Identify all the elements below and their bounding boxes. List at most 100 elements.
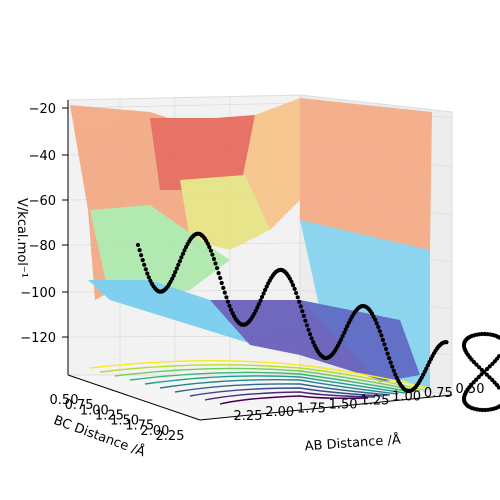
trajectory-point (208, 248, 213, 253)
trajectory-point (146, 275, 151, 280)
trajectory-point (207, 244, 212, 250)
x-axis-label: AB Distance /Å (304, 432, 401, 455)
trajectory-point (176, 262, 181, 267)
trajectory-point (487, 375, 492, 380)
trajectory-point (376, 325, 381, 330)
x-tick-label: 1.00 (392, 390, 421, 405)
trajectory-point (213, 261, 218, 266)
trajectory-point (225, 299, 230, 304)
trajectory-point (143, 267, 148, 272)
trajectory-point (471, 380, 476, 385)
trajectory-point (471, 360, 477, 365)
x-tick-label: 2.25 (234, 409, 263, 424)
trajectory-point (177, 259, 182, 264)
trajectory-point (380, 337, 385, 342)
trajectory-point (170, 276, 175, 281)
trajectory-point (135, 242, 141, 248)
trajectory-point (379, 333, 384, 338)
y-tick-label: 2.25 (156, 429, 185, 444)
z-tick-label: −80 (29, 239, 56, 254)
y-tick-label: 1.00 (80, 403, 109, 418)
trajectory-point (216, 271, 221, 276)
trajectory-point (304, 323, 310, 328)
trajectory-point (145, 271, 150, 276)
trajectory-point (444, 340, 449, 345)
trajectory-point (312, 343, 317, 348)
trajectory-point (424, 366, 429, 371)
trajectory-point (485, 366, 490, 372)
trajectory-point (261, 291, 266, 296)
trajectory-point (289, 279, 294, 284)
y-tick-label: 1.75 (125, 419, 154, 434)
trajectory-point (479, 372, 484, 377)
trajectory-point (311, 340, 316, 345)
trajectory-point (388, 360, 393, 365)
y-tick-labels: 0.500.751.001.251.501.752.002.25 (50, 393, 185, 444)
y-tick-label: 2.00 (140, 424, 169, 439)
surface-green-band (90, 205, 230, 300)
trajectory-point (227, 303, 232, 308)
trajectory-point (205, 241, 210, 246)
z-tick-label: −40 (29, 149, 56, 164)
trajectory-point (385, 351, 390, 356)
trajectory-point (306, 327, 311, 332)
trajectory-point (264, 284, 269, 289)
trajectory (135, 231, 500, 413)
z-tick-label: −60 (29, 194, 56, 209)
z-tick-labels: −20 −40 −60 −80 −100 −120 (20, 102, 68, 346)
z-axis-label: V/kcal.mol⁻¹ (14, 198, 29, 278)
trajectory-point (337, 340, 342, 345)
floor-contours (89, 359, 431, 405)
trajectory-point (173, 270, 178, 275)
trajectory-point (255, 305, 260, 310)
trajectory-point (292, 286, 297, 291)
trajectory-point (228, 307, 234, 312)
trajectory-point (371, 314, 376, 319)
x-tick-label: 0.75 (424, 386, 453, 401)
x-axis: 2.25 2.00 1.75 1.50 1.25 1.00 0.75 0.50 AB Dist… (199, 382, 485, 455)
trajectory-point (301, 313, 306, 318)
trajectory-point (421, 372, 426, 377)
trajectory-point (345, 324, 350, 329)
trajectory-point (211, 256, 217, 262)
trajectory-point (339, 337, 344, 342)
trajectory-point (340, 334, 345, 339)
z-tick-label: −120 (20, 331, 56, 346)
trajectory-point (387, 356, 392, 361)
x-tick-label: 1.25 (360, 394, 389, 409)
trajectory-point (180, 251, 186, 256)
trajectory-point (382, 342, 387, 347)
trajectory-point (210, 252, 215, 257)
trajectory-point (496, 385, 500, 390)
trajectory-point (309, 336, 314, 341)
z-tick-label: −100 (20, 286, 56, 301)
trajectory-point (346, 320, 351, 325)
trajectory-point (171, 273, 176, 278)
trajectory-point (477, 365, 482, 370)
x-tick-label: 1.50 (329, 397, 358, 412)
trajectory-point (224, 295, 229, 300)
z-tick-label: −20 (29, 102, 56, 117)
trajectory-point (391, 368, 396, 373)
trajectory-point (258, 298, 263, 303)
trajectory-point (222, 290, 227, 295)
trajectory-point (342, 330, 347, 335)
trajectory-point (497, 354, 500, 359)
trajectory-point (174, 266, 179, 271)
trajectory-point (137, 248, 142, 253)
trajectory-point (393, 372, 398, 377)
x-tick-labels: 2.25 2.00 1.75 1.50 1.25 1.00 0.75 0.50 (234, 382, 485, 424)
trajectory-point (374, 321, 379, 326)
trajectory-point (256, 302, 261, 307)
trajectory-point (179, 255, 184, 260)
surface-cyan-left (88, 280, 270, 345)
trajectory-point (290, 283, 296, 288)
trajectory-point (219, 280, 224, 286)
trajectory-point (476, 374, 481, 380)
trajectory-point (479, 367, 484, 373)
y-tick-label: 0.75 (65, 398, 94, 413)
trajectory-point (474, 362, 479, 367)
trajectory-point (474, 377, 479, 382)
trajectory-point (218, 275, 223, 281)
